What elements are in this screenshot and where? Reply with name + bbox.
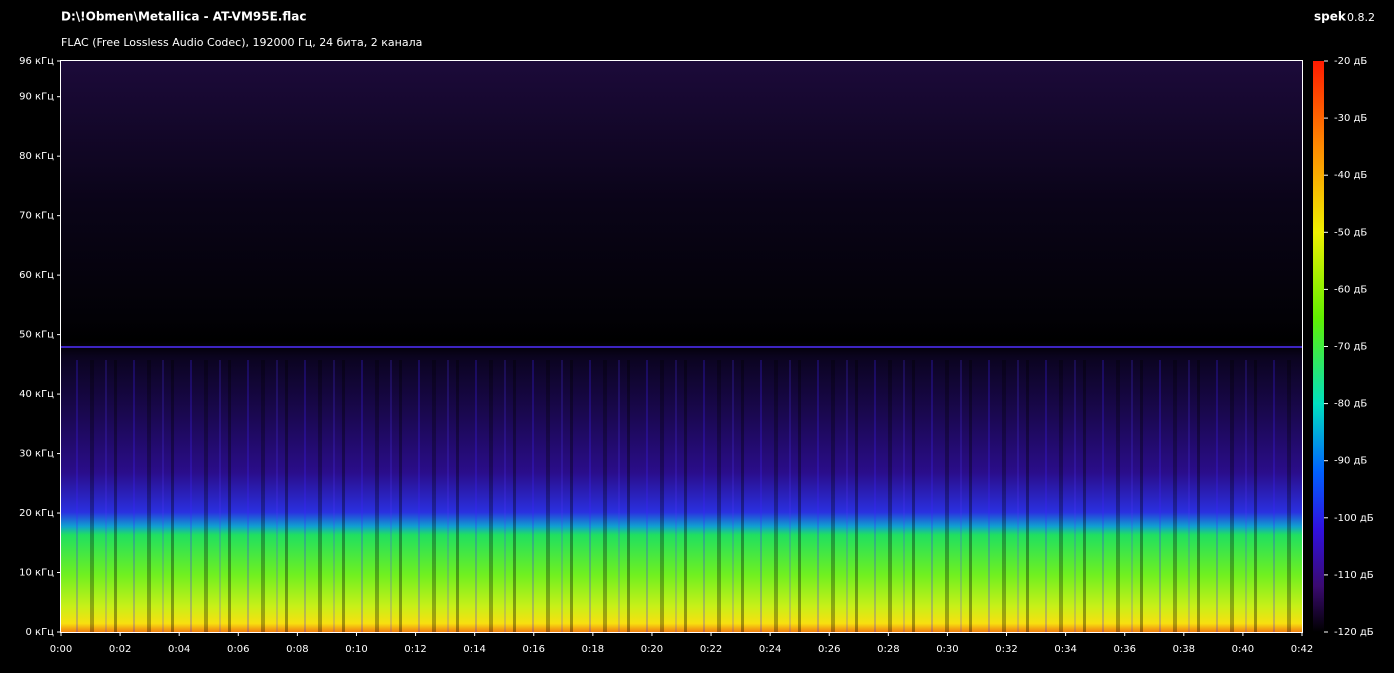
x-tick-label: 0:24 bbox=[759, 644, 781, 655]
y-tick-label: 50 кГц bbox=[19, 330, 54, 341]
spectrogram-texture bbox=[61, 360, 1302, 632]
x-tick-label: 0:18 bbox=[582, 644, 604, 655]
x-tick-label: 0:00 bbox=[50, 644, 72, 655]
y-tick-label: 40 кГц bbox=[19, 389, 54, 400]
colorbar-tick-label: -60 дБ bbox=[1334, 284, 1367, 295]
file-title: D:\!Obmen\Metallica - AT-VM95E.flac bbox=[61, 10, 306, 24]
colorbar-tick-label: -40 дБ bbox=[1334, 170, 1367, 181]
y-tick-label: 30 кГц bbox=[19, 449, 54, 460]
x-tick-label: 0:06 bbox=[227, 644, 249, 655]
plot-frame bbox=[60, 60, 1303, 633]
y-tick-label: 96 кГц bbox=[19, 56, 54, 67]
colorbar-tick-label: -50 дБ bbox=[1334, 227, 1367, 238]
x-tick-label: 0:16 bbox=[523, 644, 545, 655]
y-tick-label: 80 кГц bbox=[19, 151, 54, 162]
x-tick-label: 0:32 bbox=[995, 644, 1017, 655]
x-tick-label: 0:36 bbox=[1113, 644, 1135, 655]
colorbar-tick-label: -90 дБ bbox=[1334, 456, 1367, 467]
x-tick-label: 0:30 bbox=[936, 644, 958, 655]
x-tick-label: 0:12 bbox=[404, 644, 426, 655]
x-tick-label: 0:26 bbox=[818, 644, 840, 655]
x-tick-label: 0:04 bbox=[168, 644, 190, 655]
y-tick-label: 60 кГц bbox=[19, 270, 54, 281]
y-tick-label: 70 кГц bbox=[19, 211, 54, 222]
colorbar-tick-label: -20 дБ bbox=[1334, 56, 1367, 67]
color-bar bbox=[1313, 61, 1324, 632]
x-tick-label: 0:08 bbox=[286, 644, 308, 655]
y-tick-label: 20 кГц bbox=[19, 508, 54, 519]
colorbar-tick-label: -100 дБ bbox=[1334, 513, 1374, 524]
x-tick-label: 0:28 bbox=[877, 644, 899, 655]
colorbar-tick-label: -120 дБ bbox=[1334, 627, 1374, 638]
colorbar-tick-label: -30 дБ bbox=[1334, 113, 1367, 124]
x-tick-label: 0:10 bbox=[345, 644, 367, 655]
x-tick-label: 0:02 bbox=[109, 644, 131, 655]
y-tick-label: 0 кГц bbox=[26, 627, 55, 638]
x-tick-label: 0:22 bbox=[700, 644, 722, 655]
x-tick-label: 0:40 bbox=[1232, 644, 1254, 655]
app-name: spek bbox=[1314, 10, 1347, 24]
x-tick-label: 0:42 bbox=[1291, 644, 1313, 655]
x-tick-label: 0:14 bbox=[463, 644, 485, 655]
colorbar-tick-label: -80 дБ bbox=[1334, 399, 1367, 410]
colorbar-tick-label: -110 дБ bbox=[1334, 570, 1374, 581]
app-version: 0.8.2 bbox=[1347, 11, 1375, 24]
colorbar-tick-label: -70 дБ bbox=[1334, 342, 1367, 353]
y-tick-label: 90 кГц bbox=[19, 92, 54, 103]
y-tick-label: 10 кГц bbox=[19, 568, 54, 579]
x-tick-label: 0:20 bbox=[641, 644, 663, 655]
x-tick-label: 0:38 bbox=[1173, 644, 1195, 655]
file-info: FLAC (Free Lossless Audio Codec), 192000… bbox=[61, 36, 422, 49]
x-tick-label: 0:34 bbox=[1054, 644, 1076, 655]
